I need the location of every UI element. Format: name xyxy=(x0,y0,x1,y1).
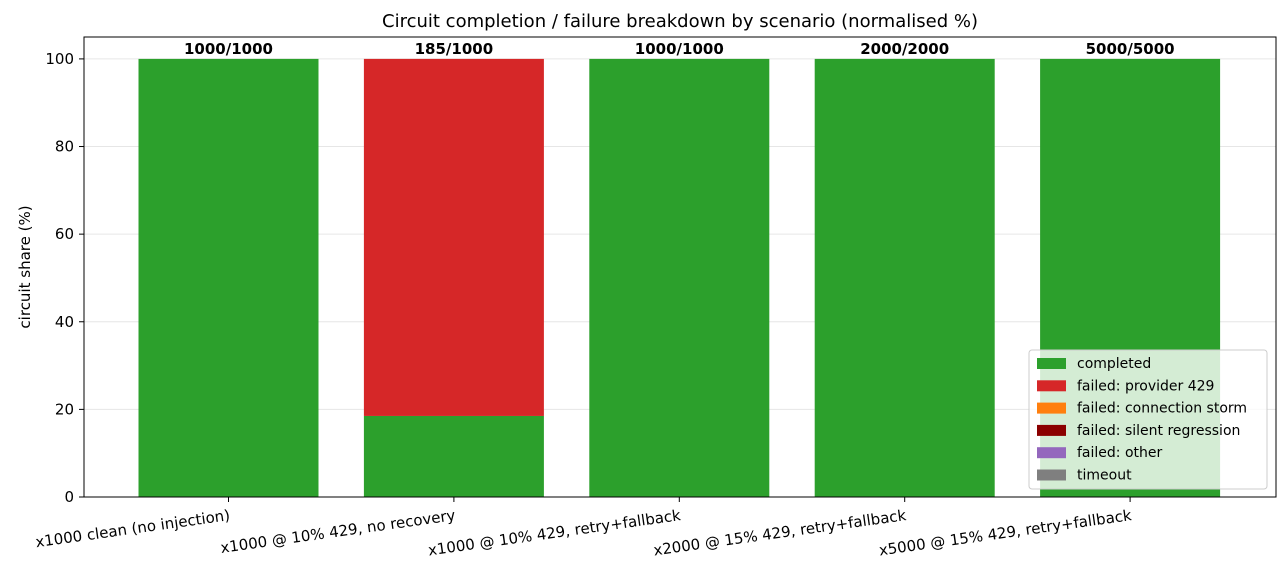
bar-total-label: 1000/1000 xyxy=(184,40,273,58)
x-axis: x1000 clean (no injection)x1000 @ 10% 42… xyxy=(34,497,1133,559)
legend: completed failed: provider 429 failed: con… xyxy=(1028,349,1268,490)
y-tick-label: 20 xyxy=(55,400,74,418)
legend-entry: failed: silent regression xyxy=(1077,423,1240,439)
legend-swatch xyxy=(1037,380,1066,392)
y-tick-label: 100 xyxy=(45,50,74,68)
y-axis-label: circuit share (%) xyxy=(16,205,34,328)
y-tick-label: 40 xyxy=(55,313,74,331)
x-tick-label: x1000 @ 10% 429, retry+fallback xyxy=(427,506,682,559)
legend-entry: failed: connection storm xyxy=(1077,401,1247,417)
legend-swatch xyxy=(1037,424,1066,436)
y-axis: 0 20 40 60 80 100 xyxy=(45,50,84,506)
legend-entry: completed xyxy=(1077,356,1151,372)
legend-entry: failed: provider 429 xyxy=(1077,378,1214,394)
legend-swatch xyxy=(1037,469,1066,481)
bar-total-label: 1000/1000 xyxy=(635,40,724,58)
plot-frame xyxy=(83,36,1277,498)
legend-swatch xyxy=(1037,358,1066,369)
bar-total-label: 2000/2000 xyxy=(860,40,949,58)
legend-swatch xyxy=(1037,402,1066,414)
bar-segment xyxy=(138,58,319,498)
legend-entry: failed: other xyxy=(1077,445,1162,461)
bar-total-label: 5000/5000 xyxy=(1086,40,1175,58)
y-tick-label: 60 xyxy=(55,225,74,243)
bar-total-label: 185/1000 xyxy=(415,40,494,58)
bar-segment xyxy=(363,415,544,497)
bar-segment xyxy=(589,58,770,498)
legend-entry: timeout xyxy=(1077,468,1132,484)
x-tick-label: x2000 @ 15% 429, retry+fallback xyxy=(652,506,907,559)
bar-segment xyxy=(814,58,995,498)
x-tick-label: x1000 @ 10% 429, no recovery xyxy=(219,506,456,557)
legend-box xyxy=(1028,349,1268,490)
chart-title: Circuit completion / failure breakdown b… xyxy=(382,11,978,32)
legend-swatch xyxy=(1037,447,1066,459)
bar-segment xyxy=(363,58,544,416)
y-tick-label: 80 xyxy=(55,138,74,156)
x-tick-label: x5000 @ 15% 429, retry+fallback xyxy=(878,506,1133,559)
y-tick-label: 0 xyxy=(64,488,74,506)
x-tick-label: x1000 clean (no injection) xyxy=(34,506,231,551)
bar-labels: 1000/1000 185/1000 1000/1000 2000/2000 5000/… xyxy=(184,40,1175,58)
